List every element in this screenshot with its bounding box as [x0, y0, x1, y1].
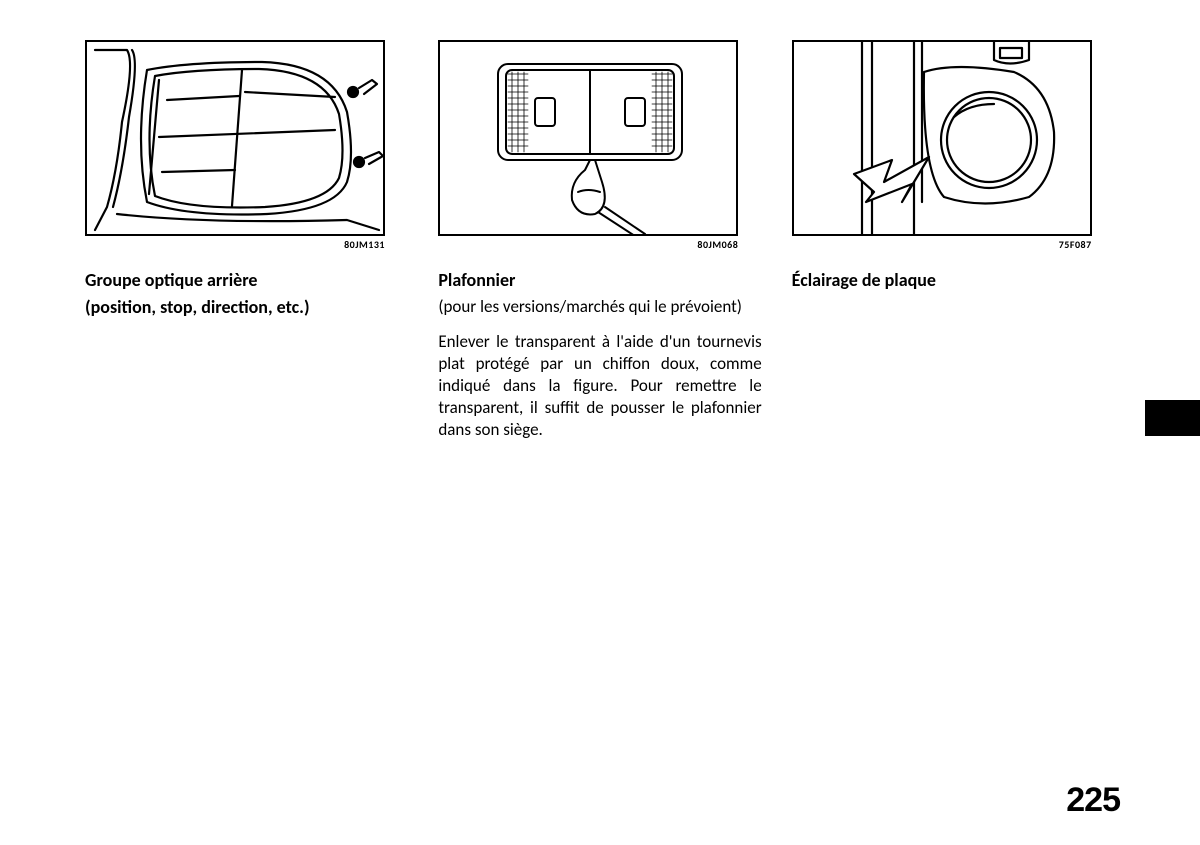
subtitle-dome-light: (pour les versions/marchés qui le prévoi…	[438, 296, 761, 317]
heading-rear-light-1: Groupe optique arrière	[85, 269, 408, 292]
page-number: 225	[1066, 781, 1120, 820]
figure-rear-light	[85, 40, 385, 236]
column-1: 80JM131 Groupe optique arrière (position…	[85, 40, 408, 441]
dome-light-illustration-icon	[440, 42, 738, 236]
figure-code-1: 80JM131	[85, 238, 385, 251]
edge-tab	[1145, 400, 1200, 436]
figure-code-3: 75F087	[792, 238, 1092, 251]
figure-dome-light	[438, 40, 738, 236]
heading-dome-light: Plafonnier	[438, 269, 761, 292]
heading-rear-light-2: (position, stop, direction, etc.)	[85, 296, 408, 319]
figure-plate-light	[792, 40, 1092, 236]
body-dome-light: Enlever le transparent à l'aide d'un tou…	[438, 331, 761, 441]
figure-code-2: 80JM068	[438, 238, 738, 251]
tail-light-illustration-icon	[87, 42, 385, 236]
heading-plate-light: Éclairage de plaque	[792, 269, 1115, 292]
page-content: 80JM131 Groupe optique arrière (position…	[0, 0, 1200, 441]
column-2: 80JM068 Plafonnier (pour les versions/ma…	[438, 40, 761, 441]
column-3: 75F087 Éclairage de plaque	[792, 40, 1115, 441]
plate-light-illustration-icon	[794, 42, 1092, 236]
